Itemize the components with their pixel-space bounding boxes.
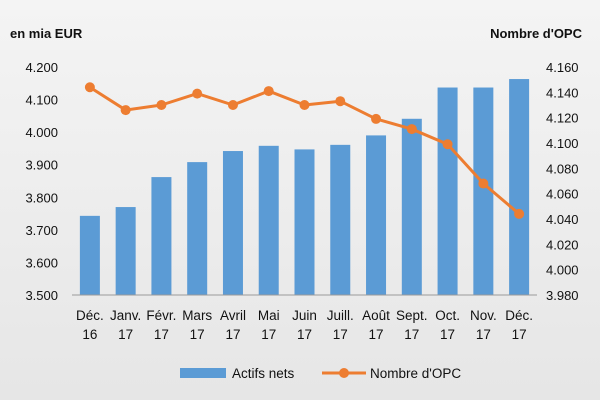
x-tick-label-3: Mars 17 (182, 308, 212, 342)
x-tick-label-9: Sept. 17 (396, 308, 428, 342)
legend: Actifs nets Nombre d'OPC (180, 366, 461, 381)
bar-3 (187, 162, 208, 295)
x-tick-label-8: Août 17 (362, 308, 390, 342)
left-tick-label-7: 4.200 (25, 60, 58, 75)
bar-11 (473, 87, 494, 296)
x-tick-label-6: Juin 17 (292, 308, 317, 342)
line-point-4 (227, 100, 238, 110)
right-tick-label-2: 4.020 (546, 237, 579, 252)
bar-0 (79, 215, 100, 295)
bar-2 (151, 177, 172, 295)
line-point-12 (514, 208, 525, 219)
line-point-9 (406, 124, 417, 135)
legend-label-actifs-nets: Actifs nets (232, 366, 295, 381)
right-tick-label-8: 4.140 (546, 85, 579, 100)
left-tick-label-2: 3.700 (25, 223, 58, 238)
left-tick-label-4: 3.900 (25, 158, 58, 173)
x-tick-label-11: Nov. 17 (470, 308, 497, 342)
bar-series-actifs-nets (79, 79, 530, 296)
bar-5 (258, 145, 279, 295)
x-tick-label-5: Mai 17 (258, 308, 280, 342)
bar-6 (294, 149, 315, 295)
line-point-3 (192, 88, 203, 99)
left-tick-label-0: 3.500 (25, 288, 58, 303)
bar-8 (366, 135, 387, 295)
left-tick-label-5: 4.000 (25, 125, 58, 140)
axes: 3.500 3.600 3.700 3.800 3.900 4.000 4.100 4.200… (25, 60, 578, 342)
left-axis-title: en mia EUR (10, 26, 83, 41)
x-tick-label-0: Déc. 16 (76, 308, 104, 342)
bar-9 (401, 118, 422, 295)
legend-swatch-marker (339, 368, 349, 378)
left-tick-label-1: 3.600 (25, 255, 58, 270)
left-tick-label-3: 3.800 (25, 190, 58, 205)
right-tick-label-7: 4.120 (546, 111, 579, 126)
right-tick-label-0: 3.980 (546, 288, 579, 303)
x-tick-label-7: Juill. 17 (327, 308, 354, 342)
line-point-1 (120, 105, 131, 116)
x-tick-label-4: Avril 17 (220, 308, 246, 342)
right-axis-title: Nombre d'OPC (490, 26, 583, 41)
line-point-5 (263, 86, 274, 97)
line-point-8 (371, 113, 382, 124)
line-point-11 (478, 178, 489, 189)
line-point-7 (335, 96, 346, 107)
x-tick-label-10: Oct. 17 (435, 308, 460, 342)
x-tick-label-12: Déc. 17 (505, 308, 533, 342)
bar-1 (115, 207, 136, 295)
left-tick-label-6: 4.100 (25, 93, 58, 108)
line-point-6 (299, 100, 310, 110)
legend-label-nombre-opc: Nombre d'OPC (370, 366, 461, 381)
line-point-2 (156, 100, 167, 110)
right-tick-label-1: 4.000 (546, 263, 579, 278)
right-tick-label-9: 4.160 (546, 60, 579, 75)
x-tick-label-2: Févr. 17 (146, 308, 176, 342)
right-tick-label-3: 4.040 (546, 212, 579, 227)
line-point-0 (84, 82, 95, 93)
right-tick-label-5: 4.080 (546, 161, 579, 176)
x-tick-label-1: Janv. 17 (110, 308, 141, 342)
bar-4 (222, 151, 243, 295)
line-series-nombre-opc (84, 82, 525, 219)
legend-swatch-bar (180, 368, 226, 378)
bar-12 (509, 79, 530, 296)
bar-10 (437, 87, 458, 296)
right-tick-label-6: 4.100 (546, 136, 579, 151)
line-point-10 (442, 139, 453, 150)
bar-7 (330, 144, 351, 295)
right-tick-label-4: 4.060 (546, 187, 579, 202)
